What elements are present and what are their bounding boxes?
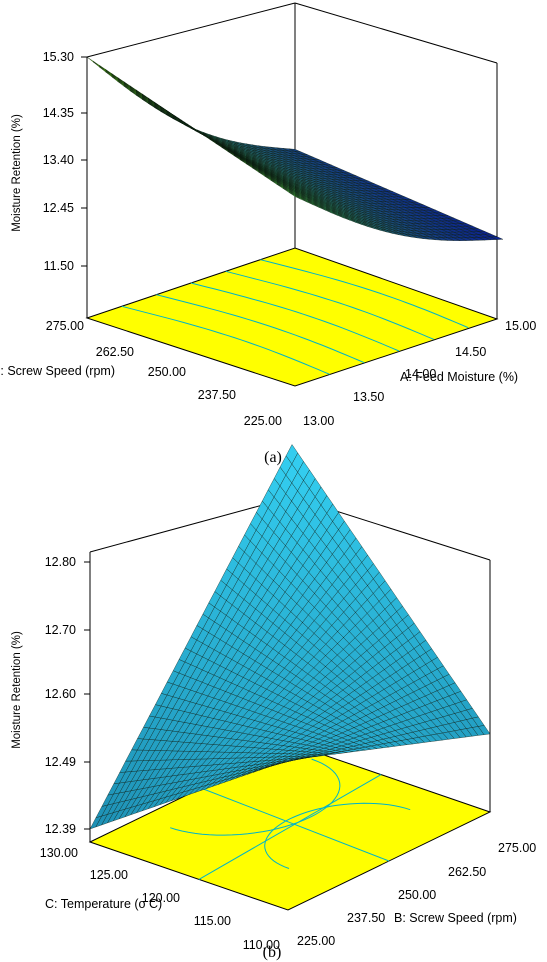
chart-a-x-ticks: 13.00 13.50 14.00 14.50 15.00	[303, 319, 536, 428]
chart-b-x-ticks: 225.00 237.50 250.00 262.50 275.00	[297, 841, 536, 948]
chart-a-z-axis-label: Moisture Retention (%)	[11, 114, 23, 232]
chart-b-y-tick-label: 120.00	[142, 891, 180, 905]
surface-cell	[477, 725, 491, 735]
chart-b-x-tick-label: 250.00	[398, 888, 436, 902]
chart-a-x-tick-label: 14.50	[455, 345, 486, 359]
chart-a-contours	[121, 259, 469, 375]
chart-a-z-tick-label: 12.45	[43, 201, 74, 215]
chart-b-x-tick-label: 237.50	[347, 911, 385, 925]
contour-line	[225, 270, 434, 340]
chart-b-caption: (b)	[263, 944, 282, 961]
chart-a-y-tick-label: 275.00	[46, 319, 84, 333]
chart-a-z-tick-label: 11.50	[44, 259, 74, 273]
chart-a-caption: (a)	[264, 449, 282, 466]
chart-a-z-tick-label: 14.35	[43, 106, 74, 120]
chart-a-surface	[86, 56, 504, 241]
chart-b-y-ticks: 130.00 125.00 120.00 115.00 110.00	[40, 846, 280, 952]
chart-b-y-tick-label: 110.00	[243, 938, 280, 952]
chart-b-x-tick-label: 275.00	[498, 841, 536, 855]
chart-b-y-axis-label: C: Temperature (o C)	[45, 897, 162, 911]
chart-b-z-tick-label: 12.39	[45, 822, 76, 836]
chart-b-contours	[170, 758, 411, 880]
chart-a-y-tick-label: 250.00	[148, 365, 186, 379]
chart-a-y-tick-label: 225.00	[244, 414, 282, 428]
chart-b-y-tick-label: 130.00	[40, 846, 78, 860]
chart-b-x-tick-label: 225.00	[297, 934, 335, 948]
contour-line	[198, 774, 382, 880]
chart-a-x-tick-label: 13.00	[303, 414, 334, 428]
chart-a-x-tick-label: 14.00	[405, 367, 436, 381]
chart-b: 12.80 12.70 12.60 12.49 12.39 Moisture R…	[11, 444, 536, 961]
chart-a-x-tick-label: 15.00	[505, 319, 536, 333]
chart-b-surface	[89, 444, 491, 830]
contour-line	[264, 802, 411, 869]
chart-b-y-tick-label: 125.00	[90, 868, 128, 882]
chart-b-z-tick-label: 12.60	[45, 687, 76, 701]
chart-b-z-tick-label: 12.70	[45, 623, 76, 637]
chart-b-y-tick-label: 115.00	[194, 914, 231, 928]
chart-b-z-ticks: 12.80 12.70 12.60 12.49 12.39	[45, 555, 90, 836]
chart-a-x-axis-label: A: Feed Moisture (%)	[400, 370, 518, 384]
chart-b-z-axis-label: Moisture Retention (%)	[11, 631, 23, 749]
chart-a-y-tick-label: 262.50	[96, 345, 134, 359]
chart-a-frame	[86, 2, 498, 319]
chart-a-floor	[85, 247, 499, 387]
chart-b-x-tick-label: 262.50	[448, 865, 486, 879]
surface-cell	[490, 236, 504, 240]
chart-a-y-axis-label: B: Screw Speed (rpm)	[0, 364, 115, 378]
chart-a: 15.30 14.35 13.40 12.45 11.50 Moisture R…	[0, 2, 536, 466]
chart-a-x-tick-label: 13.50	[353, 390, 384, 404]
chart-b-z-tick-label: 12.49	[45, 755, 76, 769]
chart-a-z-tick-label: 13.40	[43, 153, 74, 167]
contour-line	[190, 282, 400, 352]
chart-a-y-tick-label: 237.50	[198, 388, 236, 402]
chart-b-x-axis-label: B: Screw Speed (rpm)	[394, 911, 517, 925]
contour-line	[260, 259, 469, 329]
contour-line	[156, 294, 365, 364]
chart-a-z-tick-label: 15.30	[43, 50, 74, 64]
contour-line	[121, 305, 330, 375]
chart-b-z-tick-label: 12.80	[45, 555, 76, 569]
chart-a-z-ticks: 15.30 14.35 13.40 12.45 11.50	[43, 50, 87, 273]
chart-a-y-ticks: 275.00 262.50 250.00 237.50 225.00	[46, 319, 282, 428]
contour-line	[170, 758, 341, 836]
